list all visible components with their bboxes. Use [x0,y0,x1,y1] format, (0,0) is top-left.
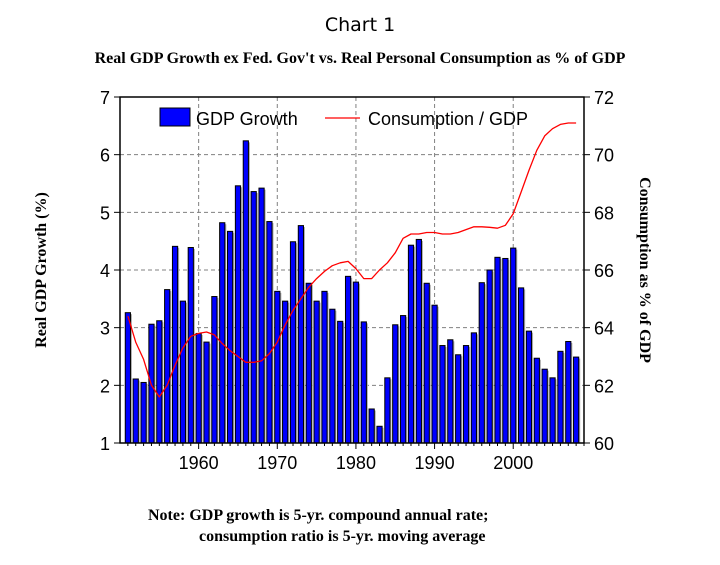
bar-1997 [486,269,493,444]
bar-1995 [470,332,477,444]
bar-1967 [250,191,257,444]
bar-1983 [376,425,383,444]
y-tick-label-right: 60 [594,434,614,454]
bar-1951 [124,312,131,444]
chart-title: Chart 1 [324,14,396,36]
bar-1974 [305,282,312,444]
y-tick-label-right: 64 [594,319,614,339]
bar-1998 [494,256,501,444]
bar-1982 [368,408,375,444]
line-series [127,122,577,398]
bar-2003 [533,357,540,444]
y-tick-label-left: 5 [100,203,110,223]
bar-1955 [156,320,163,444]
bar-1985 [392,324,399,444]
bar-1975 [313,300,320,444]
bar-2002 [525,330,533,444]
bar-1957 [171,245,179,444]
y-tick-label-right: 72 [594,88,614,108]
bar-1960 [195,332,202,444]
bar-2001 [517,287,525,444]
bar-1953 [140,381,147,444]
x-tick-label: 2000 [493,453,533,473]
bar-1989 [423,282,430,444]
legend-label-consumption: Consumption / GDP [368,109,528,129]
bar-1966 [242,140,249,444]
bar-1970 [274,290,281,444]
y-tick-label-left: 4 [100,261,110,281]
legend: GDP Growth Consumption / GDP [159,107,528,129]
footnote-line-2: consumption ratio is 5-yr. moving averag… [199,528,486,545]
bar-1958 [179,300,187,444]
bar-1956 [164,289,171,444]
chart-subtitle: Real GDP Growth ex Fed. Gov't vs. Real P… [94,50,626,67]
bar-1961 [203,341,210,444]
y-tick-label-left: 1 [100,434,110,454]
bar-1988 [415,238,422,444]
bar-1969 [266,221,273,444]
y-axis-title-left: Real GDP Growth (%) [33,192,50,348]
bar-1962 [211,296,218,444]
x-tick-label: 1980 [336,453,376,473]
bar-1993 [455,354,462,444]
bar-1999 [502,257,509,444]
x-tick-label: 1960 [179,453,219,473]
bar-1976 [321,290,328,444]
bar-1963 [219,222,226,444]
axes: 1 2 3 4 5 6 7 60 62 64 66 68 70 72 1960 1970 1980 1990 200… [100,88,614,473]
bar-1991 [439,345,446,444]
footnote-line-1: Note: GDP growth is 5-yr. compound annua… [148,507,489,524]
bar-2008 [573,356,580,444]
bar-1992 [447,339,454,444]
legend-label-gdp-growth: GDP Growth [196,109,298,129]
bar-1996 [478,282,485,444]
y-tick-label-left: 2 [100,376,110,396]
y-tick-label-left: 3 [100,319,110,339]
bar-1986 [400,315,407,444]
bar-2000 [510,247,517,444]
bar-1972 [289,241,297,444]
bar-2007 [565,341,572,444]
bar-1984 [384,377,391,444]
bar-1978 [337,320,344,444]
bar-1977 [329,308,336,444]
y-axis-title-right: Consumption as % of GDP [636,177,653,363]
legend-swatch-gdp-growth [159,107,191,127]
bar-2006 [557,350,564,444]
x-tick-label: 1990 [415,453,455,473]
y-tick-label-right: 70 [594,146,614,166]
y-tick-label-left: 7 [100,88,110,108]
bar-1980 [352,281,360,444]
bar-1973 [297,225,304,444]
bar-series [124,140,581,444]
y-tick-label-left: 6 [100,146,110,166]
x-tick-label: 1970 [257,453,297,473]
bar-1964 [227,230,234,444]
bar-1979 [344,275,352,444]
bar-1994 [462,345,470,444]
bar-2005 [549,377,556,444]
y-tick-label-right: 62 [594,376,614,396]
y-tick-label-right: 68 [594,203,614,223]
bar-2004 [541,368,548,444]
bar-1959 [187,247,194,444]
y-tick-label-right: 66 [594,261,614,281]
bar-1952 [132,378,139,444]
bar-1965 [234,185,242,444]
bar-1990 [431,304,438,444]
bar-1968 [258,187,265,444]
consumption-line [127,122,577,398]
bar-1987 [407,244,415,444]
bar-1981 [360,321,367,444]
